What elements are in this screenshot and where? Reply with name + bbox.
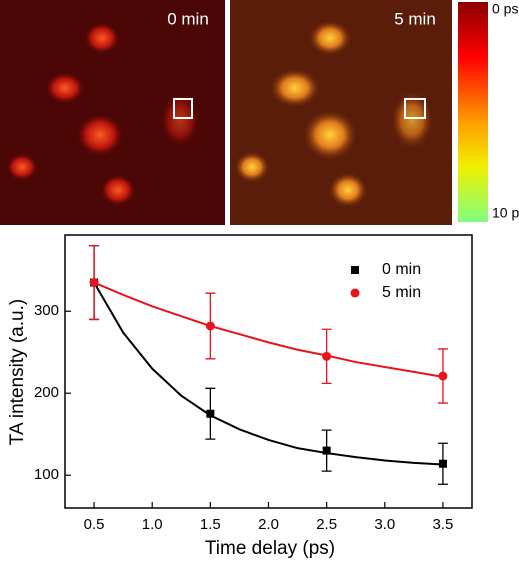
image-5min: 5 min xyxy=(230,0,452,225)
marker xyxy=(206,409,215,418)
y-tick-label: 300 xyxy=(34,302,59,319)
marker xyxy=(438,459,447,468)
marker xyxy=(322,351,332,361)
fit-curve xyxy=(93,281,444,378)
marker xyxy=(438,371,448,381)
y-tick-label: 100 xyxy=(34,466,59,483)
x-tick-label: 1.5 xyxy=(200,516,221,533)
y-axis-label: TA intensity (a.u.) xyxy=(7,299,28,445)
legend-label: 0 min xyxy=(382,261,421,278)
legend-label: 5 min xyxy=(382,284,421,301)
x-axis-label: Time delay (ps) xyxy=(205,538,335,559)
x-tick-label: 2.0 xyxy=(258,516,279,533)
fit-curve xyxy=(93,282,443,466)
marker xyxy=(322,446,331,455)
colorbar-label: 0 ps xyxy=(492,1,518,17)
x-tick-label: 1.0 xyxy=(142,516,163,533)
colorbar xyxy=(458,2,488,222)
marker xyxy=(89,278,99,288)
x-tick-label: 0.5 xyxy=(84,516,105,533)
image-label: 5 min xyxy=(394,9,436,28)
y-tick-label: 200 xyxy=(34,384,59,401)
x-tick-label: 3.5 xyxy=(432,516,453,533)
marker xyxy=(205,321,215,331)
x-tick-label: 3.0 xyxy=(374,516,395,533)
legend-marker xyxy=(351,266,359,274)
image-label: 0 min xyxy=(167,9,209,28)
image-0min: 0 min xyxy=(0,0,225,225)
legend-marker xyxy=(350,288,360,298)
x-tick-label: 2.5 xyxy=(316,516,337,533)
colorbar-label: 10 ps xyxy=(492,205,519,221)
